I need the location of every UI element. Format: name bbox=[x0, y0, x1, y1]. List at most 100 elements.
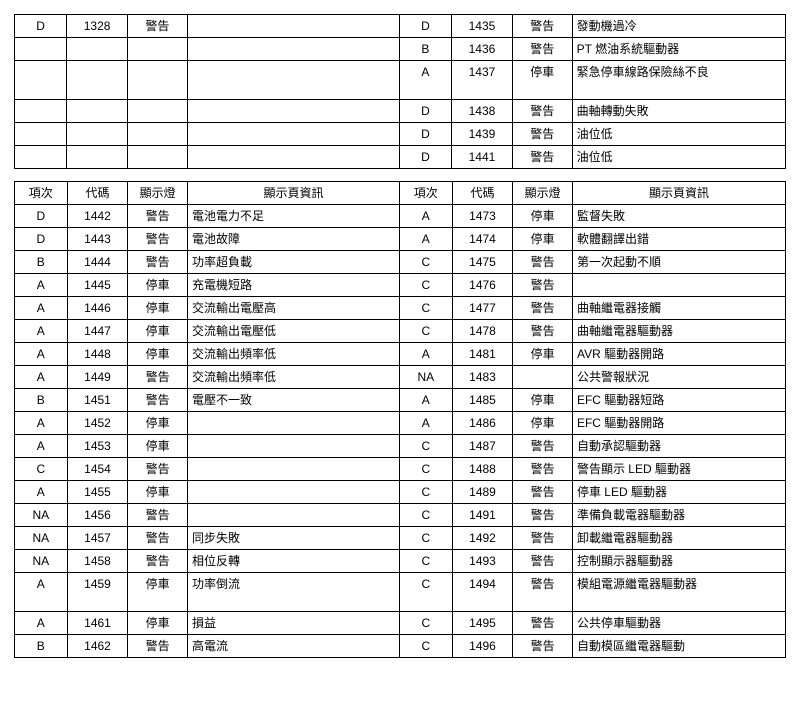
cell-desc-right: 自動承認驅動器 bbox=[572, 435, 785, 458]
table-row: A1453停車C1487警告自動承認驅動器 bbox=[15, 435, 786, 458]
cell-desc-right bbox=[572, 274, 785, 297]
cell-light-left bbox=[128, 38, 188, 61]
cell-item-right: C bbox=[400, 504, 453, 527]
cell-item-right: C bbox=[400, 435, 453, 458]
cell-desc-right: EFC 驅動器短路 bbox=[572, 389, 785, 412]
cell-item-left: A bbox=[15, 435, 68, 458]
cell-item-right: NA bbox=[400, 366, 453, 389]
cell-desc-left: 功率超負載 bbox=[187, 251, 399, 274]
table-row: A1459停車功率倒流C1494警告模組電源繼電器驅動器 bbox=[15, 573, 786, 612]
cell-item-right: A bbox=[400, 389, 453, 412]
cell-light-right: 警告 bbox=[513, 573, 573, 612]
table-row: A1437停車緊急停車線路保險絲不良 bbox=[15, 61, 786, 100]
cell-item-left: A bbox=[15, 274, 68, 297]
cell-code-left: 1461 bbox=[67, 612, 128, 635]
cell-desc-left bbox=[187, 481, 399, 504]
cell-code-right: 1441 bbox=[452, 146, 513, 169]
table-row: A1447停車交流輸出電壓低C1478警告曲軸繼電器驅動器 bbox=[15, 320, 786, 343]
cell-light-right: 警告 bbox=[512, 146, 572, 169]
cell-light-left: 警告 bbox=[128, 504, 188, 527]
cell-code-right: 1492 bbox=[452, 527, 513, 550]
cell-item-left: NA bbox=[15, 550, 68, 573]
cell-code-right: 1493 bbox=[452, 550, 513, 573]
table-row: C1454警告C1488警告警告顯示 LED 驅動器 bbox=[15, 458, 786, 481]
cell-code-left bbox=[67, 100, 128, 123]
cell-code-right: 1474 bbox=[452, 228, 513, 251]
cell-desc-left: 電池電力不足 bbox=[187, 205, 399, 228]
cell-code-left: 1449 bbox=[67, 366, 128, 389]
cell-light-left: 停車 bbox=[128, 481, 188, 504]
cell-desc-right: 曲軸繼電器接觸 bbox=[572, 297, 785, 320]
cell-code-left: 1452 bbox=[67, 412, 128, 435]
table-row: NA1457警告同步失敗C1492警告卸載繼電器驅動器 bbox=[15, 527, 786, 550]
cell-item-left bbox=[15, 61, 67, 100]
cell-item-right: D bbox=[399, 100, 451, 123]
cell-desc-right: 第一次起動不順 bbox=[572, 251, 785, 274]
cell-code-right: 1478 bbox=[452, 320, 513, 343]
cell-light-left: 停車 bbox=[128, 612, 188, 635]
cell-desc-left bbox=[187, 38, 399, 61]
cell-item-left: A bbox=[15, 343, 68, 366]
cell-light-left: 警告 bbox=[128, 550, 188, 573]
cell-light-right: 警告 bbox=[513, 435, 573, 458]
cell-light-right: 停車 bbox=[513, 389, 573, 412]
cell-item-right: B bbox=[399, 38, 451, 61]
cell-item-left: A bbox=[15, 366, 68, 389]
cell-code-right: 1489 bbox=[452, 481, 513, 504]
cell-light-right: 警告 bbox=[513, 320, 573, 343]
cell-item-right: D bbox=[399, 123, 451, 146]
cell-desc-right: 公共警報狀況 bbox=[572, 366, 785, 389]
cell-item-left: D bbox=[15, 205, 68, 228]
cell-item-left: B bbox=[15, 635, 68, 658]
cell-item-right: D bbox=[399, 146, 451, 169]
cell-desc-right: 控制顯示器驅動器 bbox=[572, 550, 785, 573]
cell-desc-right: 公共停車驅動器 bbox=[572, 612, 785, 635]
cell-desc-left bbox=[187, 412, 399, 435]
codes-table-bottom: 項次 代碼 顯示燈 顯示頁資訊 項次 代碼 顯示燈 顯示頁資訊 D1442警告電… bbox=[14, 181, 786, 658]
cell-item-right: A bbox=[400, 205, 453, 228]
hdr-light-right: 顯示燈 bbox=[513, 182, 573, 205]
cell-desc-left: 高電流 bbox=[187, 635, 399, 658]
cell-item-right: A bbox=[400, 343, 453, 366]
cell-desc-right: 軟體翻譯出錯 bbox=[572, 228, 785, 251]
cell-light-right: 警告 bbox=[513, 504, 573, 527]
cell-light-left: 停車 bbox=[128, 412, 188, 435]
cell-light-right: 警告 bbox=[513, 481, 573, 504]
cell-desc-right: 曲軸繼電器驅動器 bbox=[572, 320, 785, 343]
cell-code-right: 1475 bbox=[452, 251, 513, 274]
cell-code-left: 1456 bbox=[67, 504, 128, 527]
cell-item-left: A bbox=[15, 573, 68, 612]
table-header-row: 項次 代碼 顯示燈 顯示頁資訊 項次 代碼 顯示燈 顯示頁資訊 bbox=[15, 182, 786, 205]
cell-light-right: 警告 bbox=[512, 15, 572, 38]
cell-item-right: A bbox=[399, 61, 451, 100]
cell-desc-left: 電池故障 bbox=[187, 228, 399, 251]
cell-light-left: 警告 bbox=[128, 228, 188, 251]
cell-code-left: 1451 bbox=[67, 389, 128, 412]
cell-code-left bbox=[67, 38, 128, 61]
cell-desc-left: 電壓不一致 bbox=[187, 389, 399, 412]
cell-desc-right: 曲軸轉動失敗 bbox=[572, 100, 785, 123]
cell-code-right: 1437 bbox=[452, 61, 513, 100]
cell-item-left: D bbox=[15, 228, 68, 251]
cell-code-left bbox=[67, 146, 128, 169]
cell-item-right: A bbox=[400, 228, 453, 251]
cell-light-left: 停車 bbox=[128, 573, 188, 612]
cell-light-left bbox=[128, 100, 188, 123]
cell-desc-left: 交流輸出頻率低 bbox=[187, 366, 399, 389]
cell-light-left: 警告 bbox=[128, 205, 188, 228]
hdr-item-right: 項次 bbox=[400, 182, 453, 205]
cell-light-right: 警告 bbox=[513, 274, 573, 297]
cell-light-left: 停車 bbox=[128, 320, 188, 343]
cell-desc-left bbox=[187, 458, 399, 481]
cell-item-right: A bbox=[400, 412, 453, 435]
hdr-desc-right: 顯示頁資訊 bbox=[572, 182, 785, 205]
table-row: D1438警告曲軸轉動失敗 bbox=[15, 100, 786, 123]
cell-desc-right: 緊急停車線路保險絲不良 bbox=[572, 61, 785, 100]
cell-desc-right: 警告顯示 LED 驅動器 bbox=[572, 458, 785, 481]
cell-item-right: C bbox=[400, 612, 453, 635]
cell-desc-right: 油位低 bbox=[572, 146, 785, 169]
cell-code-right: 1436 bbox=[452, 38, 513, 61]
cell-item-left bbox=[15, 38, 67, 61]
cell-code-left: 1458 bbox=[67, 550, 128, 573]
cell-code-left: 1454 bbox=[67, 458, 128, 481]
